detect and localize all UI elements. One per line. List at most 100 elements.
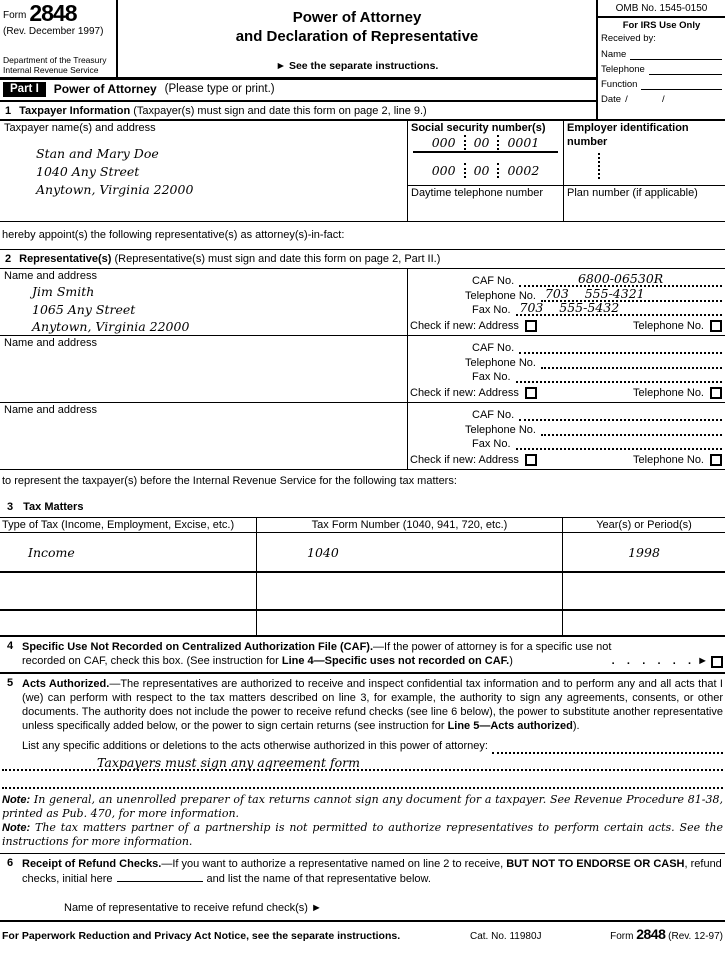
plan-number-cell[interactable]: Plan number (if applicable)	[564, 185, 725, 221]
ein-label: Employer identification number	[567, 122, 689, 148]
rep1-street-value: 1065 Any Street	[32, 301, 136, 317]
line6-title: Receipt of Refund Checks.	[22, 857, 162, 870]
daytime-telephone-cell[interactable]: Daytime telephone number	[408, 185, 563, 221]
rep1-new-telephone-checkbox[interactable]	[710, 319, 722, 332]
tax-year-cell[interactable]	[563, 611, 725, 635]
col-tax-form-number: Tax Form Number (1040, 941, 720, etc.)	[256, 518, 563, 532]
form-label: Form	[3, 9, 27, 21]
caf-label: CAF No.	[472, 342, 515, 355]
irs-telephone-label: Telephone	[601, 64, 645, 75]
name-address-label: Name and address	[4, 270, 97, 282]
form-number: 2848	[29, 0, 77, 26]
initial-here-field[interactable]	[116, 871, 203, 882]
irs-function-field[interactable]	[641, 78, 722, 90]
line3-header: 3 Tax Matters	[0, 496, 725, 518]
tax-form-cell[interactable]: 1040	[256, 533, 563, 571]
notes-section: Note: In general, an unenrolled preparer…	[0, 789, 725, 854]
line2-number: 2	[5, 253, 12, 265]
check-if-new-address-label: Check if new: Address	[410, 453, 519, 466]
specific-use-checkbox[interactable]	[711, 656, 723, 669]
representative-block-1: Name and address Jim Smith 1065 Any Stre…	[0, 269, 725, 336]
additions-field[interactable]	[491, 741, 723, 754]
rep3-caf-field[interactable]	[519, 407, 722, 422]
hereby-appoints-text: hereby appoint(s) the following represen…	[0, 222, 725, 250]
rep1-name-value: Jim Smith	[32, 284, 95, 299]
rep2-name-address-cell[interactable]: Name and address	[0, 336, 408, 402]
ssn-2-value[interactable]: 000 00 0002	[431, 163, 540, 178]
ein-dotted-line[interactable]	[598, 152, 600, 179]
tax-type-cell[interactable]	[0, 573, 256, 609]
rep2-caf-field[interactable]	[519, 340, 722, 355]
telephone-label: Telephone No.	[465, 356, 536, 369]
rep1-city-value: Anytown, Virginia 22000	[32, 319, 190, 334]
daytime-telephone-label: Daytime telephone number	[411, 187, 544, 199]
taxpayer-name-address-label: Taxpayer name(s) and address	[4, 122, 156, 134]
line3-title: Tax Matters	[23, 500, 84, 513]
name-address-label: Name and address	[4, 404, 97, 416]
line1-subtitle: (Taxpayer(s) must sign and date this for…	[133, 104, 427, 117]
line6-number: 6	[7, 856, 14, 869]
irs-name-field[interactable]	[630, 48, 722, 60]
tax-type-cell[interactable]	[0, 611, 256, 635]
see-instructions-note: ► See the separate instructions.	[275, 59, 439, 72]
taxpayer-city-value: Anytown, Virginia 22000	[36, 182, 194, 198]
rep2-fax-field[interactable]	[515, 369, 722, 383]
rep3-fax-field[interactable]	[515, 436, 722, 450]
fax-label: Fax No.	[472, 370, 511, 383]
line2-header: 2 Representative(s) (Representative(s) m…	[0, 250, 725, 269]
taxpayer-name-value: Stan and Mary Doe	[36, 146, 159, 161]
tax-form-cell[interactable]	[256, 611, 563, 635]
form-header: Form 2848 (Rev. December 1997) Departmen…	[0, 0, 725, 121]
check-if-new-telephone-label: Telephone No.	[633, 453, 704, 466]
ein-cell: Employer identification number Plan numb…	[564, 121, 725, 221]
telephone-label: Telephone No.	[465, 423, 536, 436]
page-footer: For Paperwork Reduction and Privacy Act …	[0, 922, 725, 942]
irs-telephone-field[interactable]	[648, 63, 722, 75]
rep1-caf-field[interactable]: 6800-06530R	[519, 273, 722, 288]
ssn-cell: Social security number(s) 000 00 0001 000 0…	[408, 121, 564, 221]
rep3-telephone-field[interactable]	[540, 422, 722, 436]
rep2-new-address-checkbox[interactable]	[524, 386, 537, 399]
additions-empty-line[interactable]	[2, 773, 723, 789]
irs-use-only-box: OMB No. 1545-0150 For IRS Use Only Recei…	[598, 0, 725, 119]
telephone-label: Telephone No.	[465, 289, 536, 302]
rep1-telephone-field[interactable]: 703 555-4321	[540, 287, 722, 302]
irs-date-field[interactable]: / /	[625, 94, 665, 105]
tax-year-cell[interactable]	[563, 573, 725, 609]
line5-title: Acts Authorized.	[22, 678, 110, 691]
rep3-new-telephone-checkbox[interactable]	[710, 453, 722, 466]
tax-type-cell[interactable]: Income	[28, 544, 75, 560]
taxpayer-name-address-cell[interactable]: Taxpayer name(s) and address Stan and Ma…	[0, 121, 408, 221]
part1-title: Power of Attorney	[53, 82, 157, 96]
rep1-name-address-cell[interactable]: Name and address Jim Smith 1065 Any Stre…	[0, 269, 408, 335]
omb-number: OMB No. 1545-0150	[598, 0, 725, 18]
additions-entry-value: Taxpayers must sign any agreement form	[97, 754, 360, 770]
tax-year-cell[interactable]: 1998	[628, 544, 660, 560]
check-if-new-telephone-label: Telephone No.	[633, 386, 704, 399]
form-revision: (Rev. December 1997)	[3, 25, 104, 37]
part1-subtitle: (Please type or print.)	[164, 83, 275, 95]
taxpayer-information-box: Taxpayer name(s) and address Stan and Ma…	[0, 121, 725, 222]
rep3-name-address-cell[interactable]: Name and address	[0, 403, 408, 469]
arrow-icon: ►	[697, 655, 708, 668]
note-1: Note: In general, an unenrolled preparer…	[2, 792, 723, 820]
rep1-new-address-checkbox[interactable]	[524, 319, 537, 332]
fax-label: Fax No.	[472, 303, 511, 316]
line2-subtitle: (Representative(s) must sign and date th…	[114, 253, 441, 265]
check-if-new-telephone-label: Telephone No.	[633, 319, 704, 332]
additions-entry-line[interactable]: Taxpayers must sign any agreement form	[2, 755, 723, 771]
check-if-new-address-label: Check if new: Address	[410, 386, 519, 399]
rep2-telephone-field[interactable]	[540, 355, 722, 369]
line4-number: 4	[7, 640, 14, 652]
line4-section: 4 Specific Use Not Recorded on Centraliz…	[0, 637, 725, 675]
refund-representative-name-label: Name of representative to receive refund…	[64, 901, 322, 914]
represent-text: to represent the taxpayer(s) before the …	[2, 475, 457, 487]
rep1-fax-field[interactable]: 703 555-5432	[515, 301, 722, 316]
ssn-1-value[interactable]: 000 00 0001	[431, 135, 540, 150]
rep3-new-address-checkbox[interactable]	[524, 453, 537, 466]
tax-form-cell[interactable]	[256, 573, 563, 609]
representative-block-2: Name and address CAF No. Telephone No. F…	[0, 336, 725, 403]
rep2-new-telephone-checkbox[interactable]	[710, 386, 722, 399]
list-additions-label: List any specific additions or deletions…	[22, 740, 488, 753]
